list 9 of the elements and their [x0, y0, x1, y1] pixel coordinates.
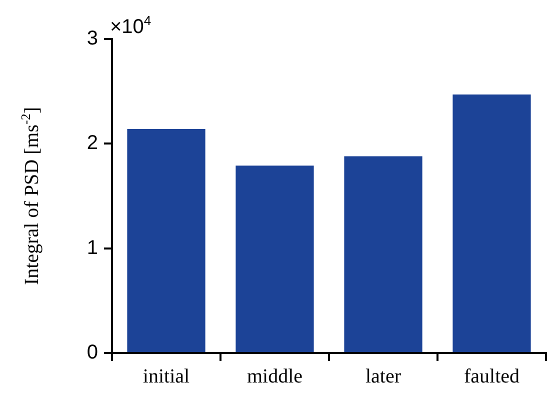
y-tick-label: 2: [86, 132, 98, 154]
x-tick-label: later: [365, 365, 402, 388]
y-tick-label: 1: [86, 236, 98, 259]
x-tick-label: faulted: [464, 365, 520, 388]
y-axis-title: Integral of PSD [ms-2]: [18, 106, 43, 286]
y-tick-label: 0: [86, 342, 98, 364]
x-tick-label: initial: [142, 365, 190, 388]
y-tick-label: 3: [86, 28, 98, 50]
x-tick-label: middle: [246, 365, 303, 388]
